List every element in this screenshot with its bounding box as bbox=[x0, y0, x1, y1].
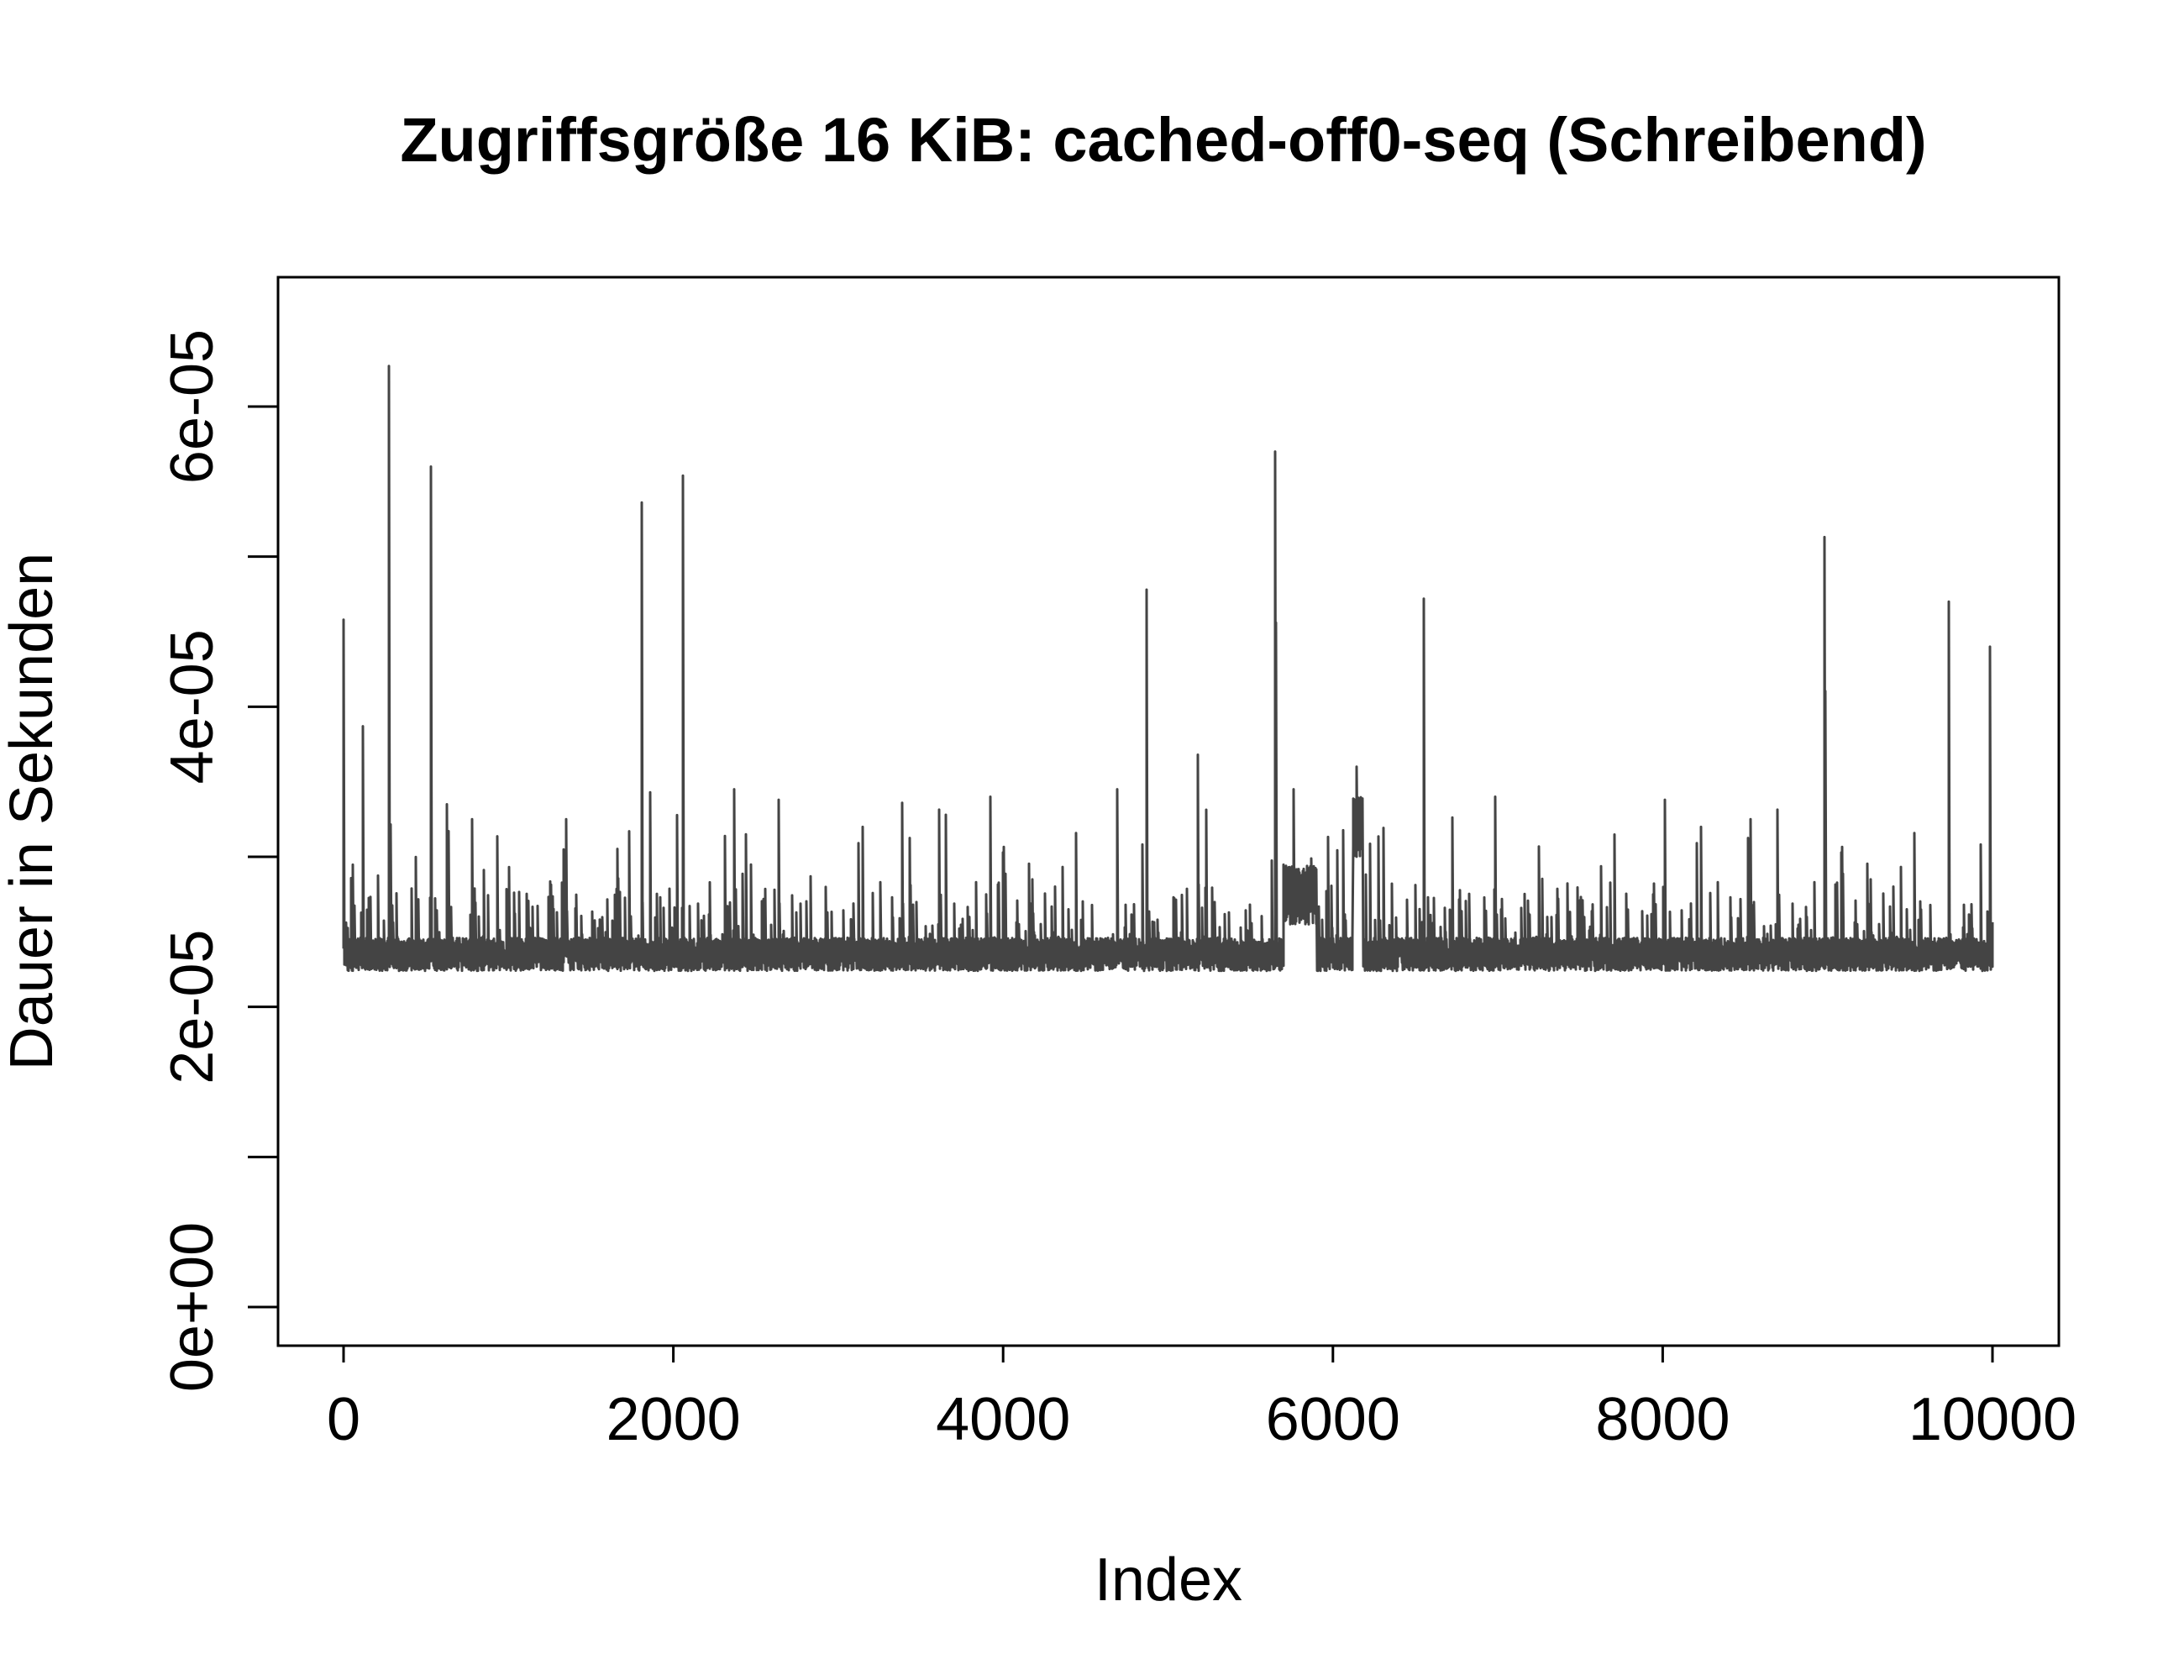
x-tick-label: 4000 bbox=[936, 1386, 1070, 1453]
x-tick-label: 8000 bbox=[1595, 1386, 1730, 1453]
y-tick-label: 0e+00 bbox=[159, 1222, 226, 1392]
x-tick-label: 2000 bbox=[606, 1386, 741, 1453]
x-tick-label: 0 bbox=[327, 1386, 360, 1453]
y-axis-title: Dauer in Sekunden bbox=[0, 553, 66, 1070]
y-tick-label: 4e-05 bbox=[159, 629, 226, 784]
x-axis-title: Index bbox=[1095, 1546, 1242, 1614]
x-axis: 0 2000 4000 6000 8000 10000 bbox=[327, 1346, 2076, 1453]
y-tick-label: 6e-05 bbox=[159, 329, 226, 484]
x-tick-label: 10000 bbox=[1908, 1386, 2076, 1453]
plot-frame bbox=[276, 276, 2061, 1347]
chart-title: Zugriffsgröße 16 KiB: cached-off0-seq (S… bbox=[400, 105, 1926, 175]
y-axis: 0e+00 2e-05 4e-05 6e-05 bbox=[159, 329, 278, 1392]
x-tick-label: 6000 bbox=[1266, 1386, 1400, 1453]
y-tick-label: 2e-05 bbox=[159, 930, 226, 1084]
series-line bbox=[342, 365, 1994, 973]
